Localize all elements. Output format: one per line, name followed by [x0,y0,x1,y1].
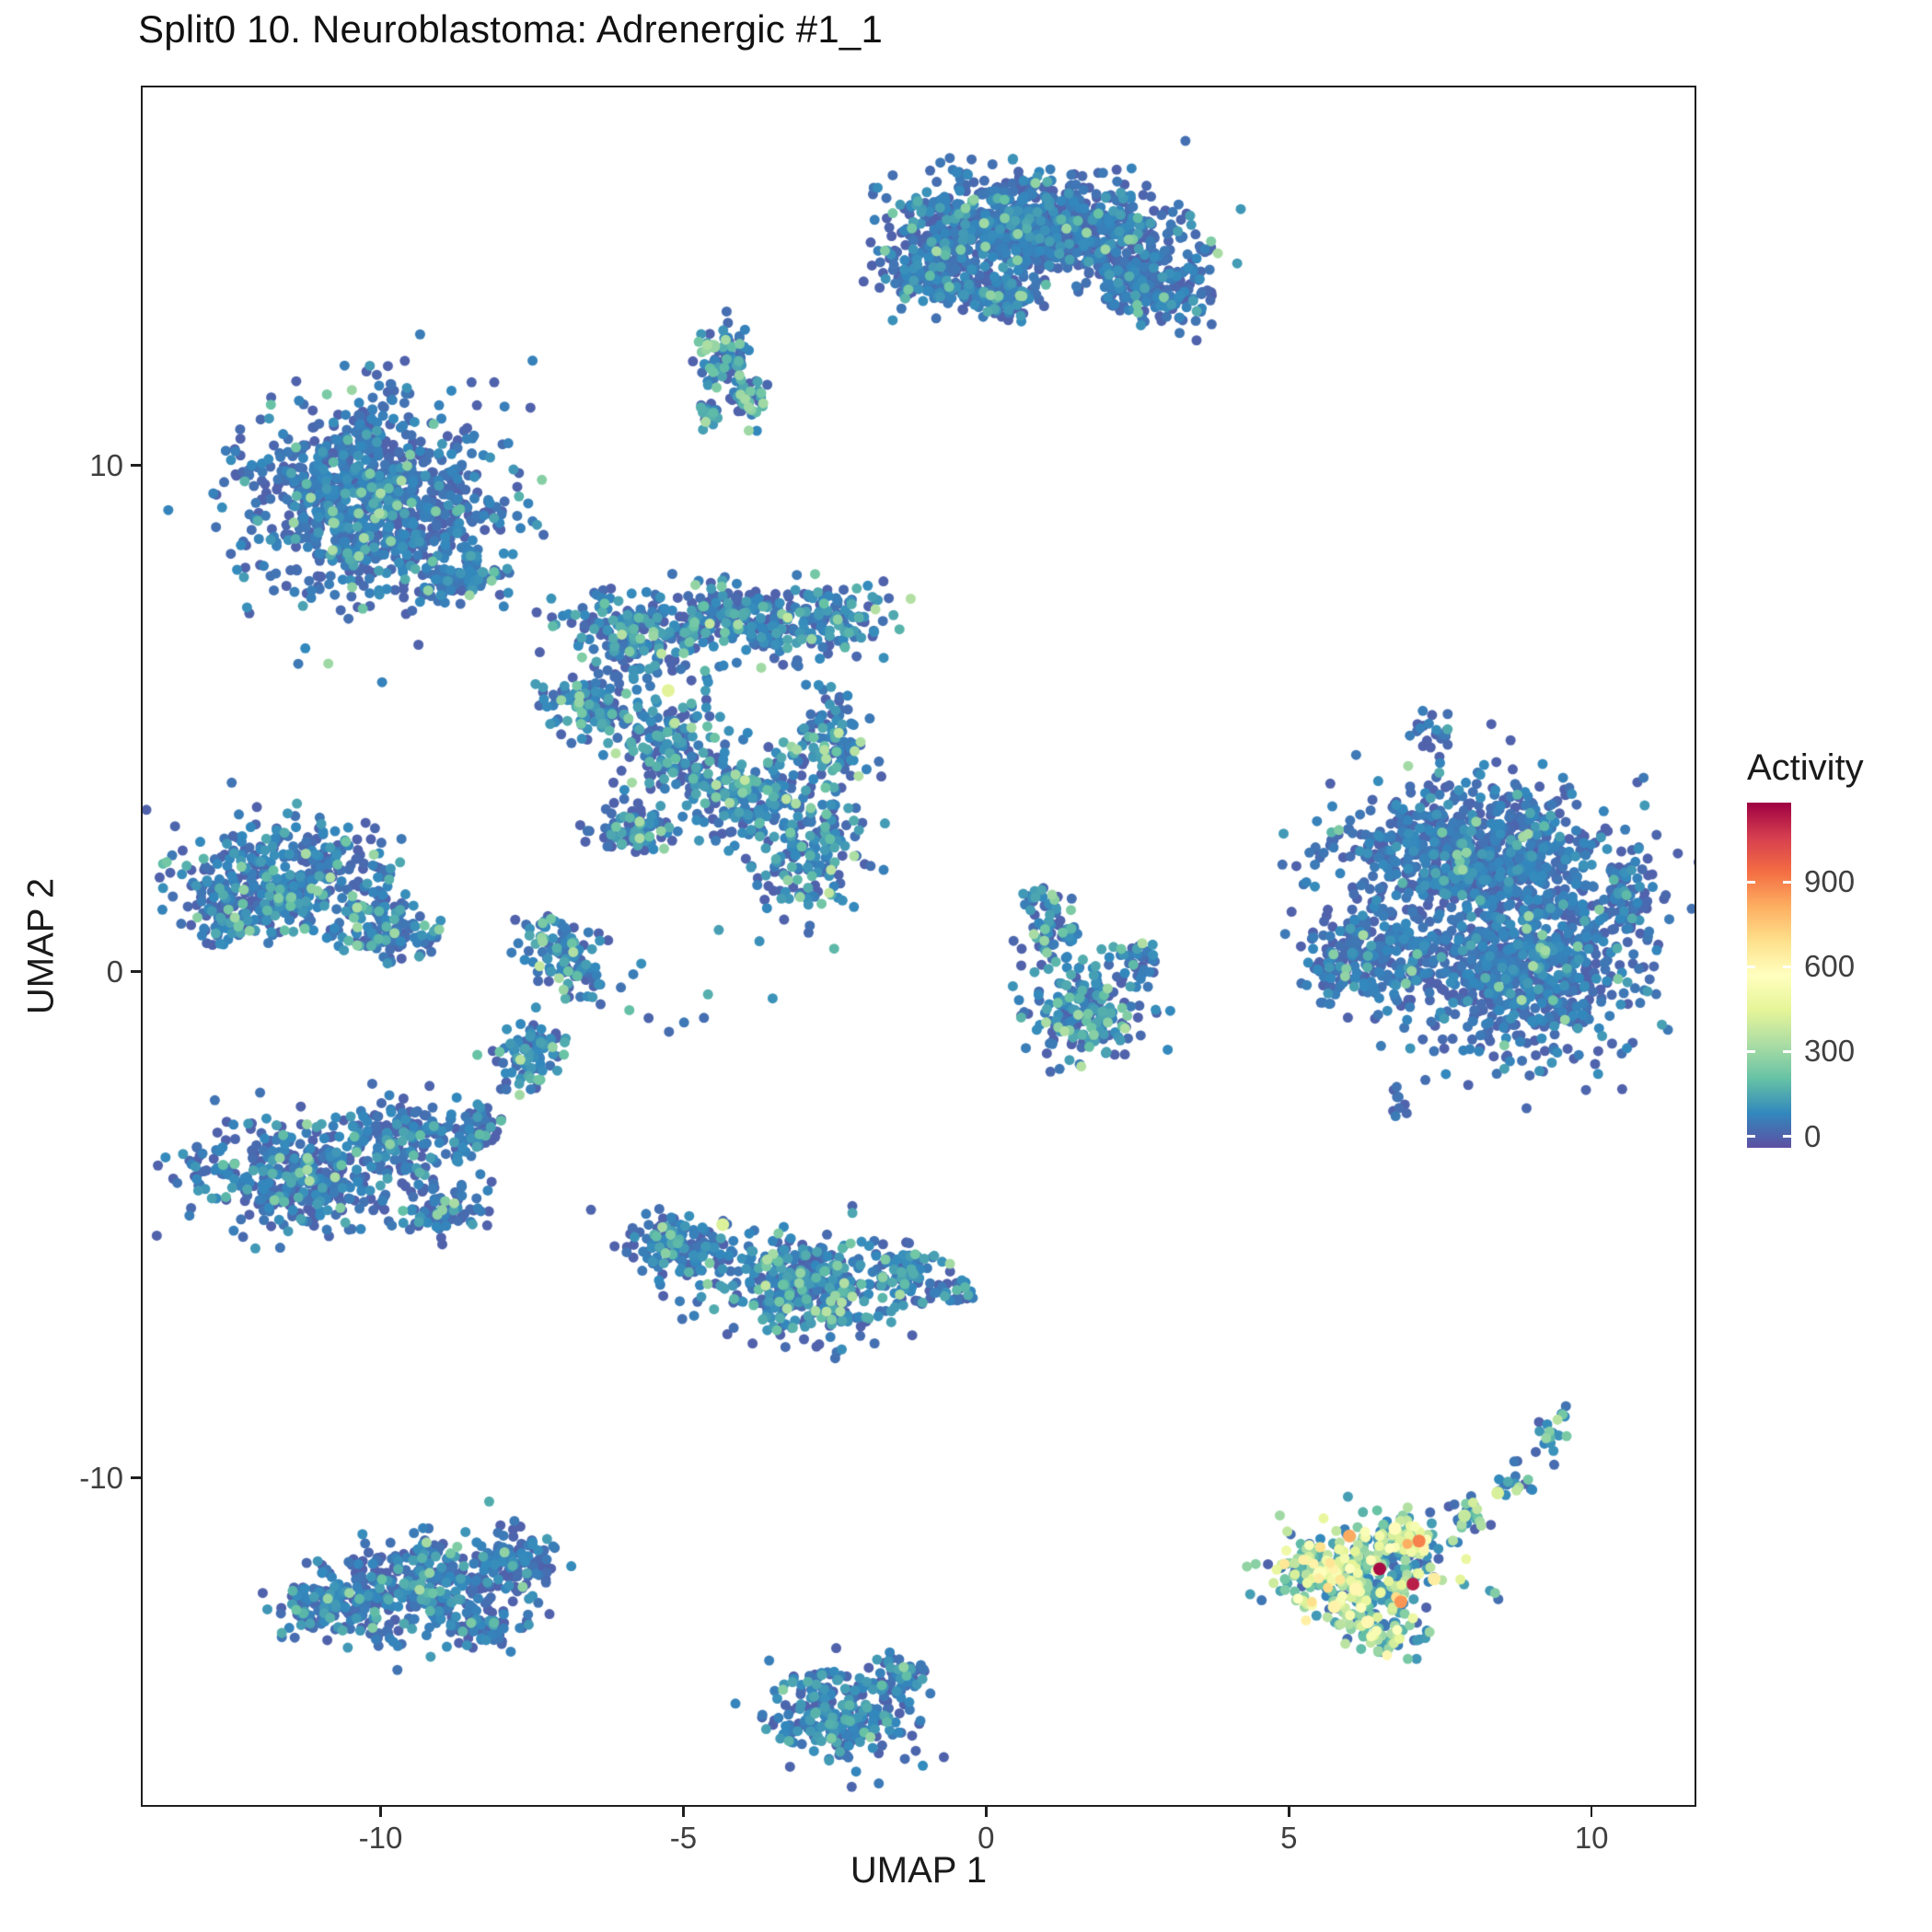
legend-title: Activity [1747,747,1864,788]
legend-tick-label: 900 [1804,864,1856,899]
x-tick-label: -10 [358,1821,403,1855]
legend-tick-label: 0 [1804,1118,1822,1153]
y-axis-tick-mark [131,970,141,973]
legend-tick-label: 600 [1804,949,1856,984]
x-axis-tick-mark [1590,1807,1593,1817]
legend: Activity 0 300 600 900 [1747,747,1931,1226]
x-tick-label: -5 [669,1821,698,1855]
legend-colorbar [1747,803,1791,1148]
x-tick-label: 10 [1574,1821,1609,1855]
y-tick-label: 10 [89,447,123,482]
x-tick-label: 5 [1280,1821,1298,1855]
y-tick-label: -10 [79,1460,123,1495]
x-axis-label: UMAP 1 [850,1850,988,1891]
x-axis-tick-mark [379,1807,382,1817]
y-axis-label: UMAP 2 [20,877,62,1015]
plot-title: Split0 10. Neuroblastoma: Adrenergic #1_… [138,7,884,51]
x-axis-tick-mark [985,1807,988,1817]
y-axis-tick-mark [131,1476,141,1479]
x-axis-tick-mark [682,1807,685,1817]
x-tick-label: 0 [978,1821,995,1855]
x-axis-tick-mark [1288,1807,1290,1817]
legend-tick-label: 300 [1804,1034,1856,1069]
scatter-points-canvas [141,86,1696,1807]
y-tick-label: 0 [106,954,123,989]
y-axis-tick-mark [131,464,141,467]
